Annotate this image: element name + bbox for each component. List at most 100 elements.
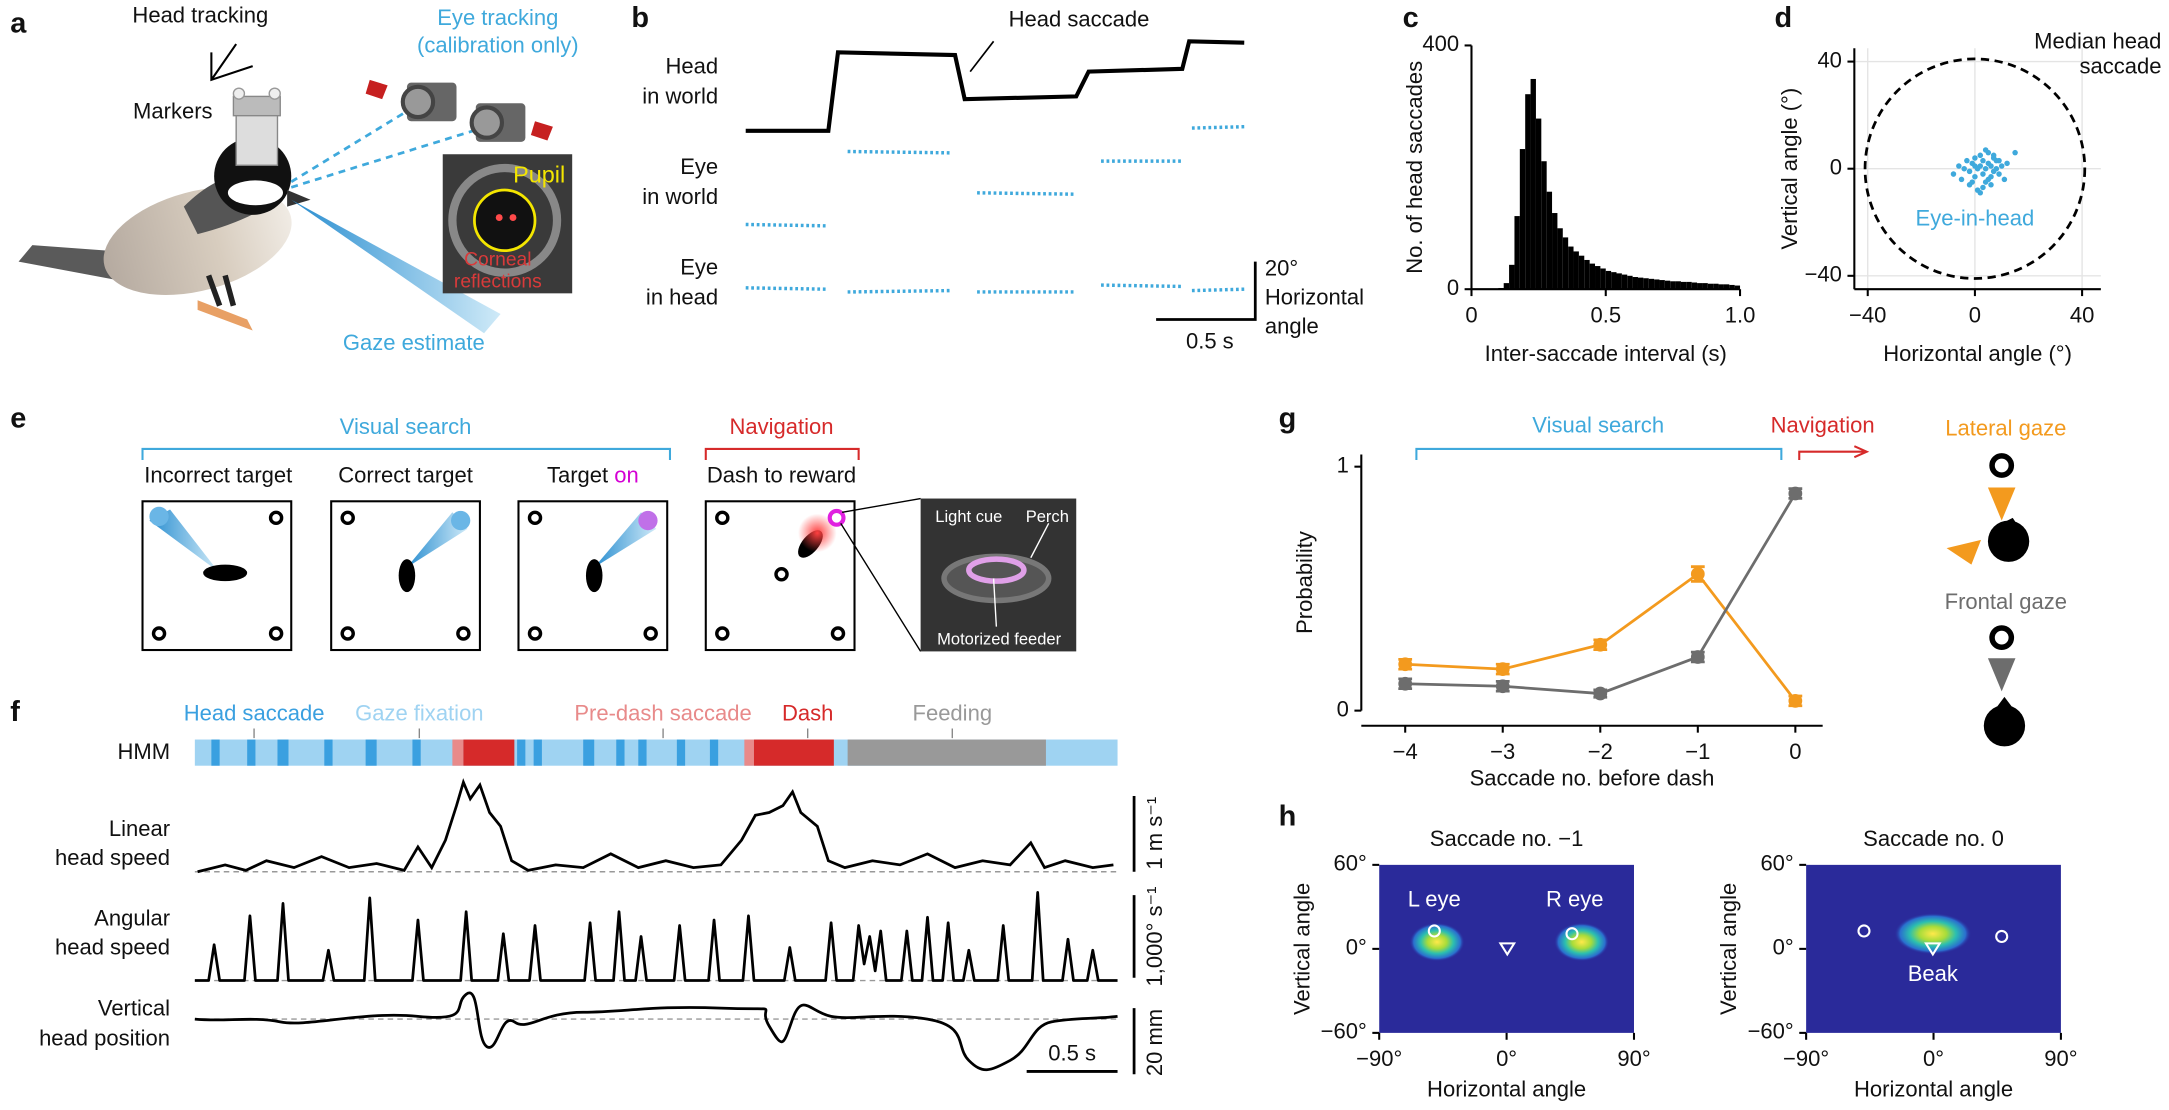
label: reflections [454,271,542,292]
bar [1616,273,1622,290]
decoration [194,891,1118,982]
x-tick-label: −90° [1783,1046,1829,1071]
decoration [268,510,284,526]
decoration [530,121,553,141]
point [1977,190,1984,196]
y-axis-label: Vertical angle [1289,883,1314,1015]
decoration [211,739,719,766]
point [1972,155,1978,161]
decoration [704,500,856,652]
decoration [527,626,543,641]
bar [1535,118,1542,290]
decoration [412,739,421,766]
bar [1675,281,1681,290]
decoration [1156,261,1257,321]
bar [1573,251,1579,290]
decoration [715,626,730,641]
panel-label: h [1279,801,1297,833]
y-axis-label: No. of head saccades [1402,61,1427,274]
heatmap-label: Beak [1908,961,1959,986]
bar [1627,275,1633,290]
scale-label: 1 m s⁻¹ [1142,797,1167,870]
bar [1621,274,1628,290]
bar [1680,281,1687,290]
decoration [448,163,562,277]
x-axis-label: Horizontal angle [1427,1077,1586,1102]
point [1788,486,1803,501]
x-tick-label: −2 [1588,739,1613,764]
y-tick-label: 0 [1337,696,1349,721]
decoration [463,739,515,766]
decoration [253,728,953,739]
decoration [203,530,823,593]
label: Markers [133,99,213,124]
point [1398,676,1413,691]
point [1980,171,1986,177]
y-tick-label: −40 [1805,262,1842,287]
y-axis-label: Probability [1292,531,1317,634]
decoration [745,283,1245,294]
decoration [210,43,254,82]
x-tick-label: 90° [2044,1046,2077,1071]
decoration [1565,927,1579,941]
step-label: Correct target [338,462,473,487]
decoration [745,124,1245,228]
decoration [1026,796,1136,1075]
point [1972,173,1978,180]
bar [1530,78,1536,290]
bar [1557,228,1563,290]
panel-label: e [10,403,26,435]
point [1977,163,1984,169]
decoration [149,509,219,572]
point [1950,171,1957,177]
scale-label: 0.5 s [1048,1041,1096,1066]
bar [1697,283,1703,290]
y-tick-label: 40 [1817,47,1841,72]
label: Eye tracking [437,5,558,30]
decoration [1983,705,2026,747]
decoration [1415,447,1783,460]
decoration [452,739,464,766]
bar [1702,283,1708,290]
bar [1654,279,1660,290]
bar [1707,283,1714,290]
inset-label: Motorized feeder [937,630,1061,649]
row-label: in world [642,84,718,109]
bar [1568,246,1574,290]
decoration [992,523,1050,627]
decoration [149,506,169,527]
decoration [517,500,669,652]
decoration [643,626,658,641]
point [1972,163,1978,169]
decoration [451,510,471,531]
decoration [247,739,256,766]
decoration [638,739,647,766]
decoration [211,739,220,766]
decoration [830,626,846,641]
decoration [527,510,543,526]
decoration [365,739,377,766]
heatmap-images [1379,864,2061,1033]
point [1988,182,1994,188]
scale-label: angle [1265,314,1319,339]
row-label: in world [642,184,718,209]
decoration [197,300,253,331]
decoration [517,739,526,766]
point [1495,679,1510,694]
bar [1498,287,1504,290]
chart-title: Saccade no. −1 [1430,826,1584,851]
bar [1659,280,1665,290]
bar [1578,255,1585,290]
decoration [583,739,595,766]
decoration [277,739,289,766]
y-tick-label: −60° [1321,1019,1367,1044]
decoration [340,626,355,641]
x-tick-label: 0 [1465,303,1477,328]
bar [1729,284,1735,290]
row-label: head speed [55,935,170,960]
bar [1600,268,1606,290]
decoration [969,40,995,73]
bar [1632,277,1638,290]
x-axis-label: Inter-saccade interval (s) [1485,341,1727,366]
scale-label: 20 mm [1142,1009,1167,1076]
